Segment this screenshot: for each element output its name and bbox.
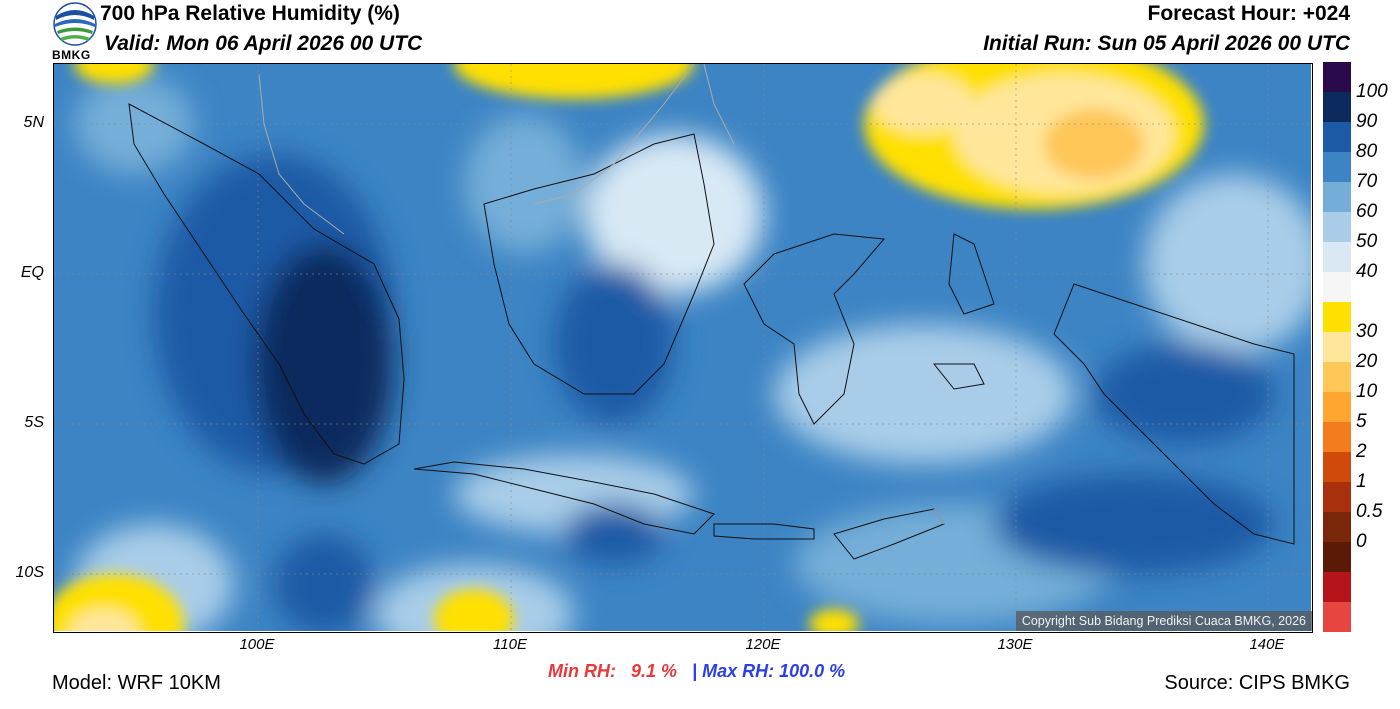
colorbar-segment [1323,602,1351,632]
forecast-hour: Forecast Hour: +024 [1147,2,1351,25]
humidity-map[interactable] [53,63,1313,633]
data-source: Source: CIPS BMKG [1164,672,1350,694]
lon-label-100e: 100E [239,636,275,653]
colorbar-label: 10 [1356,381,1378,402]
initial-run: Initial Run: Sun 05 April 2026 00 UTC [983,32,1350,55]
colorbar-segment [1323,152,1351,182]
colorbar-segment [1323,422,1351,452]
colorbar-label: 5 [1356,411,1367,432]
lon-label-130e: 130E [997,636,1033,653]
stats-separator: | [692,661,698,681]
max-rh-value: 100.0 % [779,661,846,681]
colorbar-label: 0.5 [1356,501,1383,522]
lon-label-140e: 140E [1249,636,1285,653]
colorbar-label: 50 [1356,231,1378,252]
colorbar-label: 20 [1356,351,1378,372]
colorbar-segment [1323,272,1351,302]
colorbar-segment [1323,212,1351,242]
lat-label-eq: EQ [20,264,44,281]
max-rh-label: Max RH: [702,661,775,681]
colorbar-segment [1323,302,1351,332]
map-title: 700 hPa Relative Humidity (%) [100,2,400,25]
colorbar-segment [1323,92,1351,122]
model-name: Model: WRF 10KM [52,672,221,694]
colorbar-segment [1323,122,1351,152]
lat-label-10s: 10S [15,564,44,581]
colorbar-label: 90 [1356,111,1378,132]
colorbar-segment [1323,452,1351,482]
bmkg-logo [50,0,100,62]
colorbar-segment [1323,512,1351,542]
colorbar-segment [1323,332,1351,362]
lat-label-5s: 5S [24,414,44,431]
colorbar-segment [1323,392,1351,422]
min-rh-value: 9.1 % [631,661,678,681]
colorbar-segment [1323,242,1351,272]
colorbar-segment [1323,542,1351,572]
logo-text: BMKG [52,48,91,62]
valid-time: Valid: Mon 06 April 2026 00 UTC [104,32,423,55]
lat-label-5n: 5N [23,114,44,131]
colorbar-label: 0 [1356,531,1367,552]
colorbar [1323,62,1351,632]
min-rh-label: Min RH: [548,661,616,681]
colorbar-segment [1323,362,1351,392]
colorbar-label: 80 [1356,141,1378,162]
colorbar-segment [1323,182,1351,212]
rh-stats: Min RH: 9.1 % | Max RH: 100.0 % [548,661,845,682]
colorbar-segment [1323,62,1351,92]
copyright-notice: Copyright Sub Bidang Prediksi Cuaca BMKG… [1015,611,1312,631]
colorbar-label: 2 [1356,441,1367,462]
colorbar-segment [1323,572,1351,602]
colorbar-label: 70 [1356,171,1378,192]
colorbar-label: 1 [1356,471,1367,492]
lon-label-110e: 110E [493,636,527,653]
colorbar-segment [1323,482,1351,512]
lon-label-120e: 120E [745,636,781,653]
colorbar-label: 100 [1356,81,1388,102]
colorbar-label: 30 [1356,321,1378,342]
colorbar-label: 40 [1356,261,1378,282]
colorbar-label: 60 [1356,201,1378,222]
